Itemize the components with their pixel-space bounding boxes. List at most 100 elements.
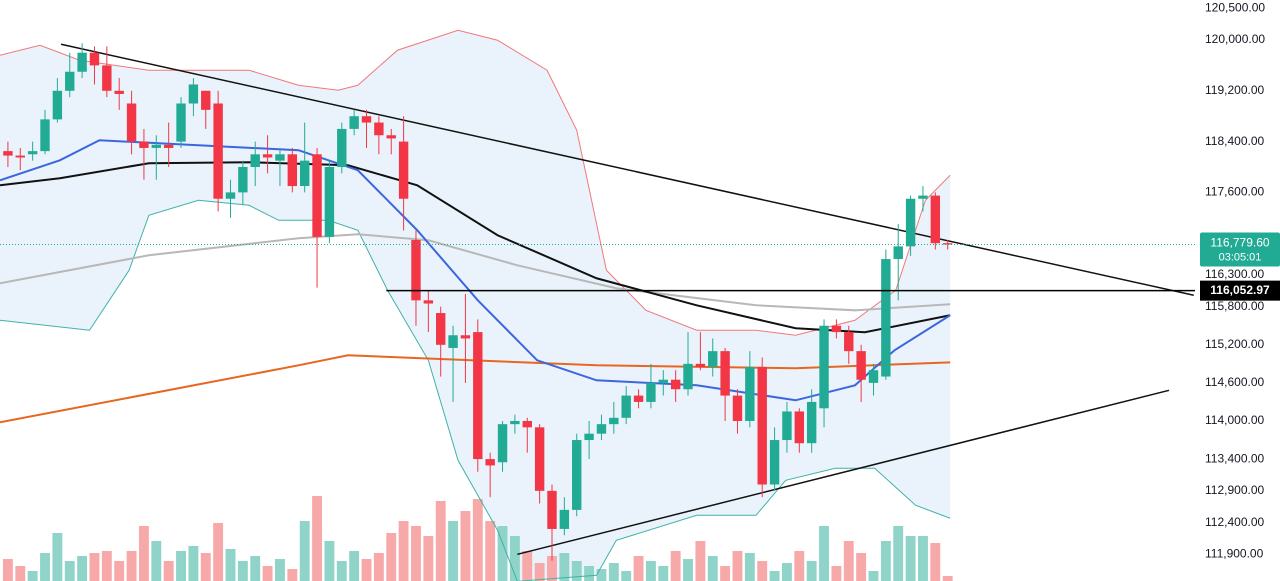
volume-bar [163,561,174,581]
candle-body [510,420,520,425]
volume-bar [324,541,335,581]
volume-bar [64,561,75,581]
volume-bar [373,553,384,581]
volume-bar [361,559,372,581]
volume-bar [52,533,63,581]
volume-bar [918,536,928,581]
candle-body [201,90,211,110]
volume-bar [386,533,397,581]
candle-body [312,154,322,237]
volume-bar [596,569,607,581]
indicator-line [60,43,1194,296]
last-price-label: 116,779.60 [1210,236,1269,250]
candle-body [250,154,260,167]
volume-bar [571,561,582,581]
volume-bar [485,521,496,581]
volume-bar [856,553,867,581]
volume-bar [584,566,595,581]
candle-body [942,243,953,245]
candle-body [52,90,63,120]
volume-bar [250,556,261,581]
y-tick-label: 115,200.00 [1205,337,1264,351]
volume-bar [89,553,100,581]
y-tick-label: 120,000.00 [1205,32,1265,46]
candle-body [497,424,508,463]
volume-bar [905,536,916,581]
volume-bar [398,521,409,581]
y-tick-label: 113,400.00 [1205,451,1264,465]
volume-bar [831,566,842,581]
volume-bar [176,551,186,581]
indicator-line [517,389,1170,556]
candle-body [794,411,805,444]
candle-body [584,433,594,441]
volume-bar [435,501,446,581]
volume-bar [633,556,644,581]
volume-bar [27,571,38,581]
candle-body [930,195,941,244]
volume-bar [349,551,360,581]
candle-body [609,417,619,425]
volume-bar [794,551,805,581]
candle-body [65,71,75,91]
volume-bar [806,561,817,581]
volume-bar [2,559,13,581]
candle-body [15,155,25,158]
volume-bar [188,546,199,581]
last-price-box [1200,232,1280,267]
y-tick-label: 119,200.00 [1205,83,1264,97]
candle-body [448,335,458,348]
candle-body [436,313,446,345]
candle-body [844,332,854,352]
volume-bar [138,526,149,581]
volume-bar [213,523,224,581]
candle-body [534,427,545,491]
volume-bar [559,553,570,581]
candle-body [621,395,631,418]
volume-bar [893,526,904,581]
candle-body [559,509,570,529]
y-tick-label: 115,800.00 [1205,299,1264,313]
candle-body [596,424,607,434]
volume-bar [200,553,211,581]
volume-bar [880,541,891,581]
candle-body [893,246,903,260]
volume-bar [658,566,669,581]
candle-body [460,335,471,339]
candle-body [163,144,174,148]
candle-body [398,141,409,199]
candle-body [683,363,693,390]
candle-body [806,401,817,444]
volume-bar [101,551,112,581]
candle-body [423,300,434,304]
volume-bar [423,536,434,581]
candle-body [287,154,298,187]
volume-bar [312,496,322,581]
candle-body [708,351,718,368]
volume-bar [411,526,421,581]
candle-body [769,440,780,485]
volume-bar [275,559,285,581]
plot-area [0,29,1195,581]
candle-body [27,151,38,155]
candle-body [126,103,137,142]
y-tick-label: 117,600.00 [1205,185,1264,199]
volume-bar [670,551,681,581]
y-tick-label: 112,900.00 [1205,483,1264,497]
volume-bar [769,571,780,581]
level-label: 116,052.97 [1210,283,1270,297]
candle-body [485,459,495,466]
band-lower [0,199,951,581]
candle-body [114,90,124,94]
volume-bar [151,541,162,581]
candle-body [633,395,644,402]
volume-bar [732,551,743,581]
candle-body [40,119,50,152]
y-tick-label: 111,900.00 [1205,547,1264,561]
volume-bar [621,571,632,581]
indicator-line [0,233,951,312]
candle-body [337,128,347,167]
volume-bar [744,553,755,581]
candle-body [881,259,891,377]
